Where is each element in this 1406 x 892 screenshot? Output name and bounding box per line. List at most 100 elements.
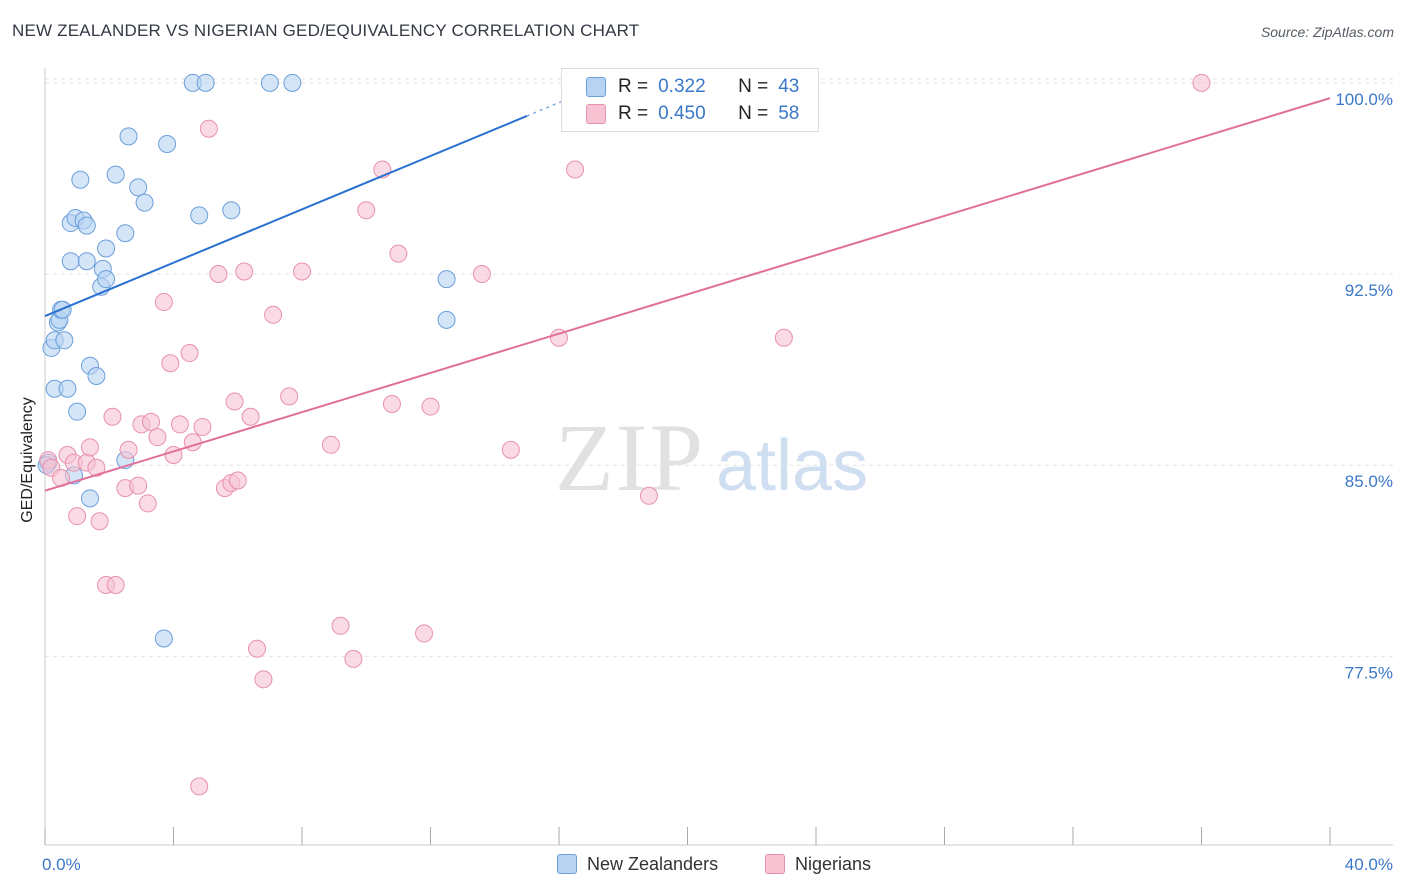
nz-point [196,73,215,92]
ng-point [138,494,157,513]
ng-point [129,476,148,495]
nz-point [68,402,87,421]
x-tick-labels: 0.0% 40.0% [42,855,1393,874]
watermark-zip: ZIP [555,404,705,511]
legend-label-nigerians: Nigerians [795,853,872,874]
nz-trend-line [44,115,528,318]
ng-point [550,328,568,347]
ng-trend-line [44,97,1331,492]
legend-item-nigerians: Nigerians [765,851,871,877]
ng-point [415,624,434,643]
ng-point [254,670,273,689]
nz-point [190,206,209,225]
gridlines [45,78,1393,657]
legend-swatch-blue [586,77,606,97]
watermark-atlas: atlas [716,426,868,506]
legend-swatch-blue [557,854,577,874]
ng-point [472,265,491,284]
nz-point [80,489,99,508]
chart-title: NEW ZEALANDER VS NIGERIAN GED/EQUIVALENC… [12,21,640,40]
ng-point [566,160,585,179]
ng-point [774,328,793,347]
ng-point [382,395,401,414]
ng-point [68,507,87,526]
legend-r-label: R = [618,103,649,124]
legend-n-label: N = [738,76,769,97]
legend-swatch-pink [586,104,606,124]
series-nigerians [39,73,1211,796]
legend-item-new-zealanders: New Zealanders [557,851,718,877]
legend-r-value: 0.450 [658,103,706,124]
ng-point [106,576,125,594]
ng-point [228,471,247,490]
ng-point [170,415,189,434]
ng-point [199,119,218,138]
legend-swatch-pink [765,854,785,874]
ng-point [209,265,228,284]
ng-point [148,428,167,447]
nz-point [116,224,135,243]
y-tick-label: 85.0% [1345,472,1393,491]
nz-point [260,73,279,92]
nz-point [158,135,177,154]
ng-point [344,649,363,668]
ng-point [103,407,122,426]
source-label: Source: ZipAtlas.com [1260,24,1394,40]
nz-point [135,193,154,212]
ng-point [180,344,199,363]
ng-point [235,262,254,281]
legend-label-new-zealanders: New Zealanders [587,853,719,874]
legend-n-value: 43 [778,76,800,97]
ng-point [389,244,408,263]
nz-point [283,73,302,92]
legend-r-value: 0.322 [658,76,706,97]
legend-n-label: N = [738,103,769,124]
ng-point [87,458,106,477]
nz-point [71,170,90,189]
legend-row-new-zealanders: R = 0.322 N = 43 [586,74,799,100]
legend-r-label: R = [618,76,649,97]
nz-point [129,178,148,197]
trend-lines [44,91,1331,492]
ng-point [190,777,209,796]
nz-point [97,270,116,289]
x-tick-label: 0.0% [42,855,81,874]
legend-row-nigerians: R = 0.450 N = 58 [586,101,799,127]
ng-point [331,616,350,635]
ng-point [90,512,109,531]
ng-point [225,392,244,411]
ng-point [264,305,283,324]
stats-legend: R = 0.322 N = 43 R = 0.450 N = 58 [561,68,819,132]
ng-point [639,486,658,505]
watermark: ZIP atlas [555,404,868,511]
series-new-zealanders [37,73,456,648]
ng-point [248,639,267,658]
y-tick-labels: 100.0% 92.5% 85.0% 77.5% [1335,90,1393,683]
nz-point [222,201,241,220]
nz-point [106,165,125,184]
ng-point [80,438,99,457]
ng-point [357,201,376,220]
nz-point [437,270,456,289]
nz-point [119,127,138,146]
nz-point [77,216,96,235]
nz-point [55,331,74,350]
ng-point [241,407,260,426]
ng-point [421,397,440,416]
y-tick-label: 100.0% [1335,90,1393,109]
ng-point [501,440,520,459]
y-tick-label: 77.5% [1345,663,1393,682]
ng-point [161,354,180,373]
x-tick-label: 40.0% [1345,855,1393,874]
ng-point [154,293,173,312]
nz-point [77,252,96,271]
ng-point [293,262,311,281]
nz-point [87,366,106,385]
ng-point [280,387,299,406]
ng-point [321,435,340,454]
ng-point [119,440,138,459]
legend-n-value: 58 [778,103,800,124]
ng-point [1192,73,1211,92]
nz-point [97,239,116,258]
